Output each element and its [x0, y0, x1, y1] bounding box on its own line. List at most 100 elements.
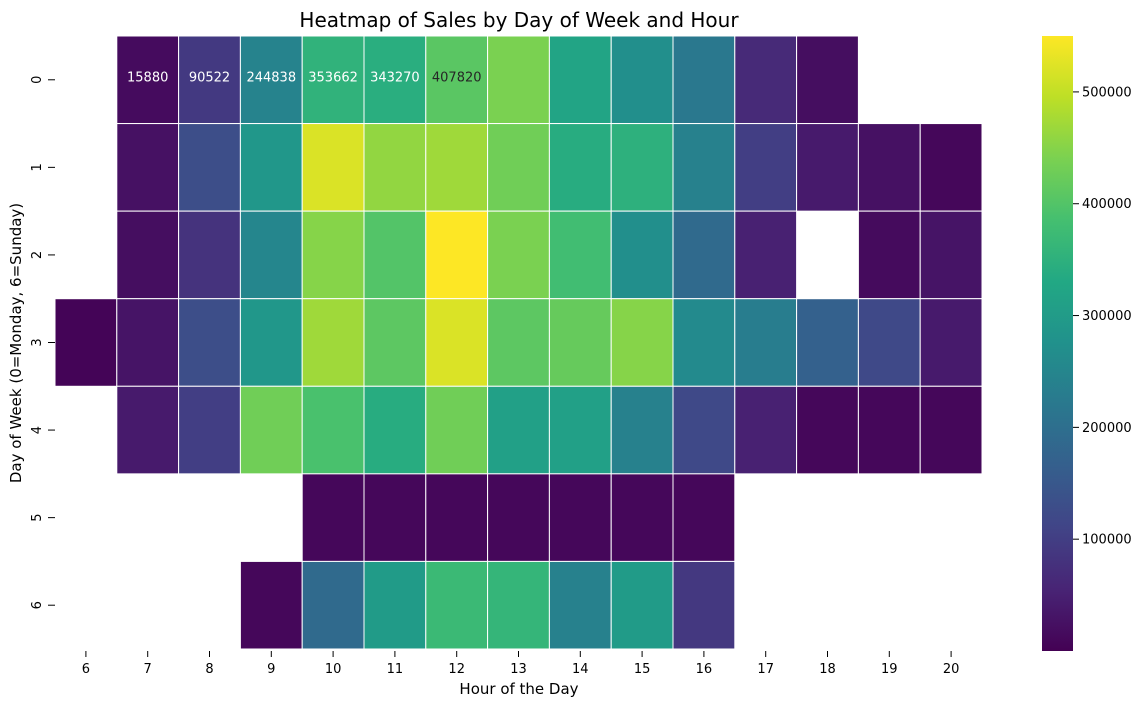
heatmap-cell — [487, 560, 550, 650]
heatmap-cell — [672, 298, 736, 387]
heatmap-cell — [239, 560, 303, 650]
heatmap-cell — [672, 35, 736, 125]
heatmap-cell — [425, 560, 489, 650]
y-tick-label: 6 — [30, 601, 45, 609]
heatmap-cell — [857, 385, 921, 475]
y-tick-label: 4 — [30, 426, 45, 434]
x-tick-label: 7 — [144, 662, 152, 677]
heatmap-cell — [796, 385, 859, 475]
x-tick-label: 12 — [448, 662, 465, 677]
heatmap-cell — [672, 473, 736, 562]
x-tick-label: 19 — [881, 662, 898, 677]
colorbar-tick-label: 200000 — [1082, 421, 1132, 436]
heatmap-cell — [734, 385, 798, 475]
chart-title: Heatmap of Sales by Day of Week and Hour — [299, 8, 739, 32]
heatmap-cell — [425, 35, 489, 125]
heatmap-cell — [425, 123, 489, 212]
heatmap-cell — [487, 210, 550, 300]
heatmap-cell — [425, 298, 489, 387]
cell-value-label: 90522 — [189, 70, 230, 85]
heatmap-cell — [857, 210, 921, 300]
heatmap-cell-labels: 15880 90522 244838 353662 343270 407820 — [127, 70, 482, 85]
heatmap-cell — [363, 123, 427, 212]
heatmap-cells — [54, 35, 983, 650]
heatmap-cell — [425, 385, 489, 475]
heatmap-cell — [178, 298, 241, 387]
heatmap-cell — [487, 123, 550, 212]
heatmap-cell — [301, 298, 365, 387]
heatmap-cell — [239, 210, 303, 300]
x-tick-label: 17 — [757, 662, 774, 677]
heatmap-cell — [301, 560, 365, 650]
colorbar-ticks: 100000 200000 300000 400000 500000 — [1073, 85, 1132, 548]
heatmap-cell — [425, 210, 489, 300]
heatmap-cell — [487, 35, 550, 125]
heatmap-cell — [610, 123, 674, 212]
heatmap-cell — [610, 385, 674, 475]
colorbar — [1042, 36, 1073, 651]
cell-value-label: 244838 — [246, 70, 296, 85]
heatmap-cell — [796, 123, 859, 212]
y-axis-ticks: 0 1 2 3 4 5 6 — [30, 76, 55, 609]
x-axis-ticks: 6 7 8 9 10 11 12 13 14 15 16 17 18 19 20 — [82, 651, 959, 677]
cell-value-label: 15880 — [127, 70, 168, 85]
x-tick-label: 18 — [819, 662, 836, 677]
colorbar-tick-label: 300000 — [1082, 309, 1132, 324]
heatmap-cell — [301, 385, 365, 475]
y-tick-label: 0 — [30, 76, 45, 84]
heatmap-cell — [610, 473, 674, 562]
heatmap-cell — [363, 473, 427, 562]
heatmap-cell — [116, 123, 180, 212]
heatmap-cell — [672, 210, 736, 300]
x-tick-label: 15 — [634, 662, 651, 677]
heatmap-cell — [301, 123, 365, 212]
colorbar-tick-label: 100000 — [1082, 533, 1132, 548]
heatmap-cell — [672, 123, 736, 212]
heatmap-cell — [301, 473, 365, 562]
colorbar-tick-label: 400000 — [1082, 197, 1132, 212]
heatmap-cell — [796, 35, 859, 125]
heatmap-cell — [734, 35, 798, 125]
heatmap-cell — [796, 298, 859, 387]
heatmap-cell — [487, 385, 550, 475]
x-axis-label: Hour of the Day — [459, 680, 578, 698]
x-tick-label: 8 — [205, 662, 213, 677]
heatmap-cell — [178, 35, 241, 125]
heatmap-cell — [116, 385, 180, 475]
heatmap-cell — [919, 123, 983, 212]
heatmap-cell — [919, 385, 983, 475]
y-tick-label: 3 — [30, 338, 45, 346]
heatmap-cell — [487, 298, 550, 387]
heatmap-cell — [672, 560, 736, 650]
heatmap-cell — [548, 560, 612, 650]
heatmap-cell — [672, 385, 736, 475]
heatmap-cell — [301, 35, 365, 125]
heatmap-cell — [116, 210, 180, 300]
heatmap-cell — [857, 123, 921, 212]
heatmap-cell — [857, 298, 921, 387]
heatmap-cell — [363, 35, 427, 125]
y-tick-label: 5 — [30, 513, 45, 521]
colorbar-tick-label: 500000 — [1082, 85, 1132, 100]
heatmap-cell — [239, 123, 303, 212]
heatmap-cell — [919, 210, 983, 300]
heatmap-cell — [548, 123, 612, 212]
x-tick-label: 13 — [510, 662, 527, 677]
x-tick-label: 11 — [387, 662, 404, 677]
heatmap-cell — [425, 473, 489, 562]
heatmap-cell — [548, 210, 612, 300]
heatmap-cell — [610, 560, 674, 650]
heatmap-cell — [178, 385, 241, 475]
heatmap-cell — [548, 473, 612, 562]
heatmap-cell — [734, 298, 798, 387]
heatmap-cell — [116, 298, 180, 387]
heatmap-cell — [548, 385, 612, 475]
x-tick-label: 10 — [325, 662, 342, 677]
heatmap-cell — [734, 210, 798, 300]
heatmap-cell — [116, 35, 180, 125]
heatmap-cell — [239, 35, 303, 125]
heatmap-cell — [178, 123, 241, 212]
heatmap-cell — [610, 210, 674, 300]
cell-value-label: 343270 — [370, 70, 420, 85]
